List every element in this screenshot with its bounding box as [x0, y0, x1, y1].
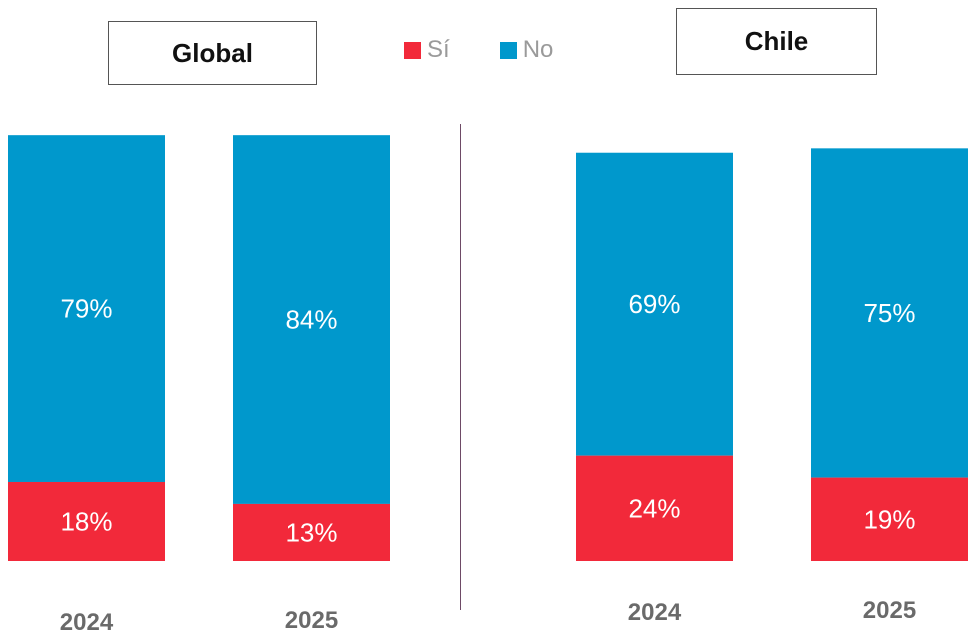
legend: Sí No	[404, 36, 603, 64]
data-label-no-chile-2024: 69%	[628, 289, 680, 319]
panel-title-global: Global	[108, 21, 317, 85]
legend-label-si: Sí	[427, 36, 450, 63]
legend-item-si: Sí	[404, 36, 450, 64]
bar-no-chile-2025	[811, 148, 968, 478]
bar-no-chile-2024	[576, 152, 733, 456]
year-label-chile-2024: 2024	[628, 599, 682, 626]
legend-swatch-si	[404, 41, 421, 59]
year-label-chile-2025: 2025	[863, 597, 916, 624]
data-label-no-global-2024: 79%	[60, 294, 112, 324]
legend-item-no: No	[499, 36, 554, 64]
bar-si-chile-2024	[576, 455, 733, 561]
year-label-global-2024: 2024	[60, 609, 114, 631]
data-label-no-global-2025: 84%	[285, 305, 337, 335]
data-label-si-chile-2024: 24%	[628, 493, 680, 523]
bar-si-global-2024	[8, 481, 165, 561]
data-label-si-chile-2025: 19%	[863, 504, 915, 534]
data-label-si-global-2024: 18%	[60, 506, 112, 536]
bar-si-chile-2025	[811, 477, 968, 561]
panel-title-chile: Chile	[676, 8, 877, 75]
bar-no-global-2025	[233, 135, 390, 504]
legend-swatch-no	[499, 41, 517, 59]
year-label-global-2025: 2025	[285, 607, 338, 631]
data-label-no-chile-2025: 75%	[863, 298, 915, 328]
legend-label-no: No	[522, 36, 554, 63]
data-label-si-global-2025: 13%	[285, 517, 337, 547]
bar-no-global-2024	[8, 135, 165, 482]
bar-si-global-2025	[233, 503, 390, 561]
panel-divider	[460, 124, 461, 610]
